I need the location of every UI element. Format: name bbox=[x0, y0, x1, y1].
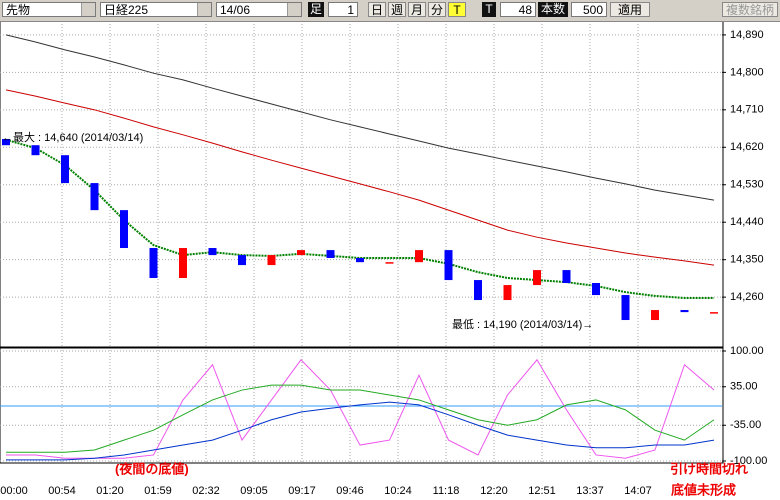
week-button[interactable]: 週 bbox=[388, 2, 406, 17]
x-tick-label: 12:20 bbox=[480, 485, 508, 497]
x-tick-label: 09:46 bbox=[336, 485, 364, 497]
candle bbox=[2, 138, 10, 146]
candle bbox=[592, 282, 600, 296]
apply-button[interactable]: 適用 bbox=[610, 2, 650, 17]
note: (夜間の底値) bbox=[115, 461, 189, 476]
y-tick-label: 14,800 bbox=[730, 66, 764, 78]
day-button[interactable]: 日 bbox=[368, 2, 386, 17]
x-tick-label: 01:59 bbox=[144, 485, 172, 497]
candle bbox=[444, 250, 453, 281]
candle bbox=[31, 145, 40, 156]
candle bbox=[503, 285, 512, 301]
candle bbox=[267, 255, 276, 266]
y-tick-label: 14,350 bbox=[730, 254, 764, 266]
tick-button[interactable]: T bbox=[448, 2, 466, 17]
candle bbox=[385, 262, 394, 264]
candle bbox=[149, 248, 158, 278]
candle bbox=[61, 155, 69, 184]
candle bbox=[356, 258, 364, 263]
x-tick-label: 09:17 bbox=[288, 485, 316, 497]
candle bbox=[710, 312, 718, 314]
x-tick-label: 10:24 bbox=[384, 485, 412, 497]
indicator-line bbox=[6, 358, 715, 459]
annotation: 最低 : 14,190 (2014/03/14)→ bbox=[452, 318, 593, 331]
candle bbox=[179, 248, 187, 278]
x-tick-label: 02:32 bbox=[192, 485, 220, 497]
x-tick-label: 01:20 bbox=[96, 485, 124, 497]
contract-select[interactable]: 14/06 bbox=[216, 2, 302, 17]
candle bbox=[415, 250, 423, 263]
count-value[interactable]: 500 bbox=[571, 2, 607, 17]
candle bbox=[238, 255, 246, 266]
bar-label: 足 bbox=[308, 2, 324, 17]
candle bbox=[297, 250, 305, 256]
candle bbox=[208, 248, 217, 256]
market-select[interactable]: 先物 bbox=[2, 2, 96, 17]
count-label: 本数 bbox=[538, 2, 568, 17]
note: 底値未形成 bbox=[671, 482, 736, 497]
y-tick-label: 14,620 bbox=[730, 141, 764, 153]
candle bbox=[474, 280, 482, 301]
candle bbox=[120, 210, 128, 249]
annotation: ←最大 : 14,640 (2014/03/14) bbox=[2, 130, 143, 144]
multi-button[interactable]: 複数銘柄 bbox=[722, 2, 778, 17]
x-tick-label: 11:18 bbox=[433, 485, 460, 497]
y-tick-label: 14,260 bbox=[730, 291, 764, 303]
y-tick-label: 14,530 bbox=[730, 179, 764, 191]
indicator-line bbox=[6, 384, 715, 453]
x-tick-label: 00:54 bbox=[48, 485, 76, 497]
index-select[interactable]: 日経225 bbox=[100, 2, 212, 17]
month-button[interactable]: 月 bbox=[408, 2, 426, 17]
y-tick-label: 100.00 bbox=[730, 345, 764, 357]
candle bbox=[533, 270, 541, 286]
indicator-line bbox=[5, 89, 715, 266]
candle bbox=[621, 295, 630, 321]
x-tick-label: 09:05 bbox=[240, 485, 268, 497]
candle bbox=[326, 250, 335, 259]
note: 引け時間切れ bbox=[670, 461, 748, 476]
x-tick-label: 12:51 bbox=[528, 485, 556, 497]
candle bbox=[562, 270, 571, 283]
t-label: T bbox=[482, 2, 496, 17]
y-tick-label: 35.00 bbox=[730, 381, 758, 393]
indicator-line bbox=[6, 401, 715, 461]
y-tick-label: 14,710 bbox=[730, 104, 764, 116]
bar-count[interactable]: 1 bbox=[328, 2, 358, 17]
x-tick-label: 00:00 bbox=[0, 485, 28, 497]
candle bbox=[651, 310, 659, 321]
y-tick-label: -100.00 bbox=[730, 455, 767, 467]
candle bbox=[90, 183, 99, 211]
toolbar: 先物 日経225 14/06 足 1 日 週 月 分 T T 48 本数 500… bbox=[0, 0, 780, 22]
indicator-line bbox=[5, 34, 715, 201]
y-tick-label: 14,440 bbox=[730, 216, 764, 228]
y-tick-label: -35.00 bbox=[730, 419, 761, 431]
minute-button[interactable]: 分 bbox=[428, 2, 446, 17]
x-tick-label: 13:37 bbox=[576, 485, 604, 497]
y-tick-label: 14,890 bbox=[730, 29, 764, 41]
t-value[interactable]: 48 bbox=[500, 2, 536, 17]
candle bbox=[680, 310, 689, 313]
x-tick-label: 14:07 bbox=[624, 485, 652, 497]
